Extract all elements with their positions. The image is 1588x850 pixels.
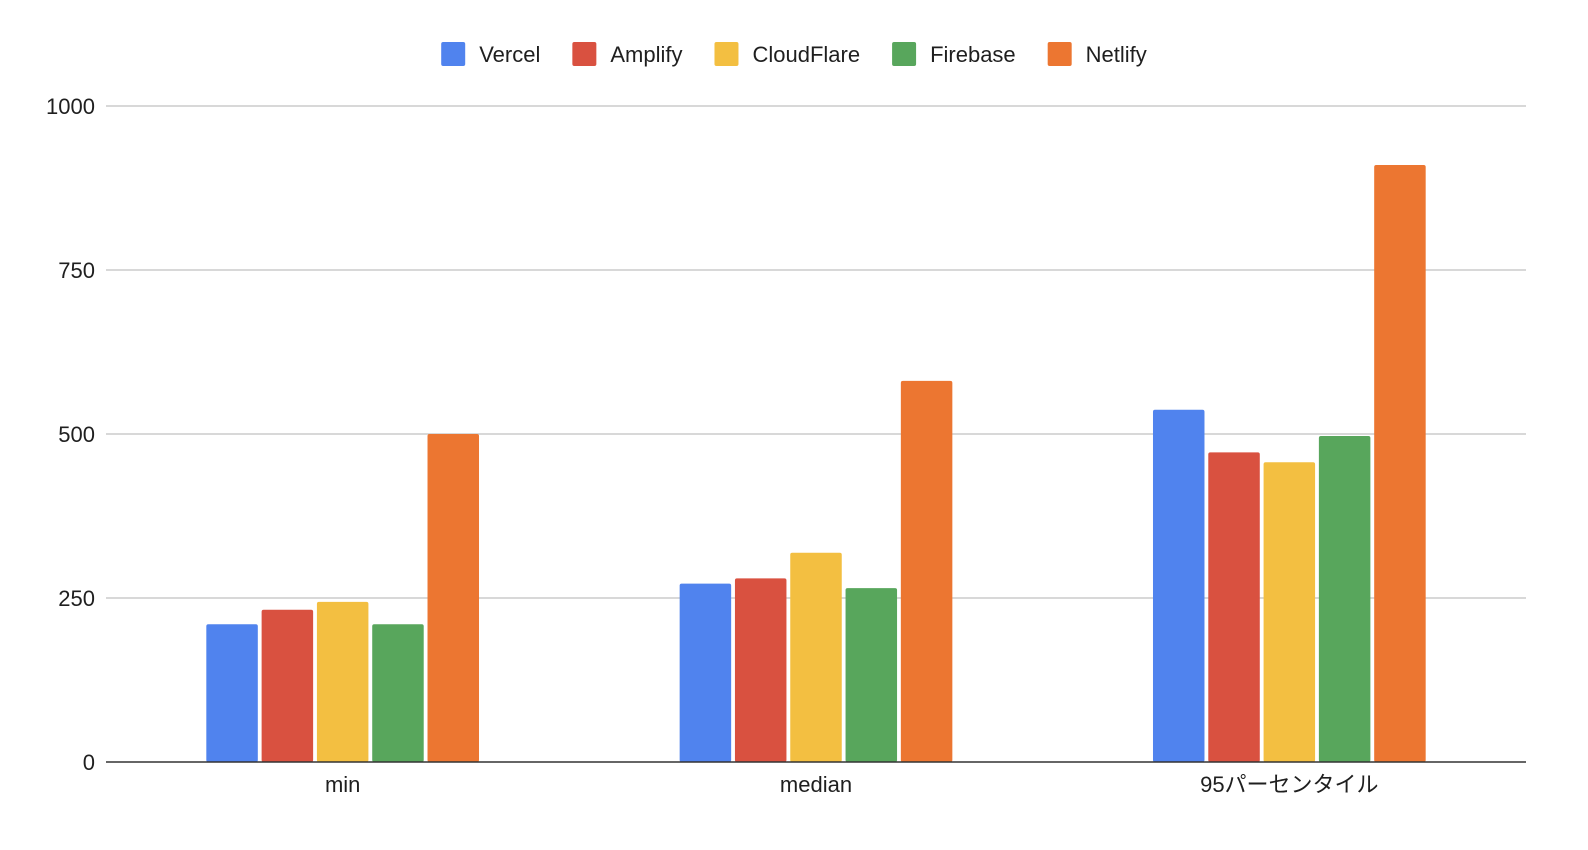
- bar-firebase-0: [372, 624, 424, 762]
- legend-label: Netlify: [1086, 42, 1147, 67]
- legend-swatch: [1047, 42, 1072, 66]
- y-tick-label: 1000: [46, 94, 95, 119]
- bar-amplify-2: [1208, 452, 1260, 762]
- legend: Vercel Amplify CloudFlare Firebase Netlify: [441, 42, 1147, 67]
- bar-netlify-0: [427, 434, 480, 762]
- bar-netlify-1: [900, 380, 953, 762]
- bar-cloudflare-2: [1263, 462, 1316, 762]
- legend-label: Vercel: [479, 42, 540, 67]
- legend-item-netlify: Netlify: [1047, 42, 1147, 67]
- legend-swatch: [892, 42, 917, 66]
- bar-amplify-1: [734, 578, 787, 762]
- legend-swatch: [572, 42, 597, 66]
- bar-vercel-0: [206, 624, 258, 762]
- y-tick-label: 0: [83, 750, 95, 775]
- x-category-label: 95パーセンタイル: [1200, 772, 1378, 797]
- y-tick-label: 750: [58, 258, 95, 283]
- bars: [206, 165, 1426, 763]
- bar-firebase-1: [845, 588, 898, 762]
- bar-cloudflare-0: [316, 601, 369, 762]
- bar-vercel-2: [1152, 409, 1205, 762]
- y-tick-label: 500: [58, 422, 95, 447]
- bar-firebase-2: [1318, 435, 1371, 762]
- bar-cloudflare-1: [790, 552, 842, 762]
- legend-label: Amplify: [610, 42, 682, 67]
- legend-item-vercel: Vercel: [441, 42, 540, 67]
- y-axis-tick-labels: 0 250 500 750 1000: [46, 94, 95, 775]
- y-tick-label: 250: [58, 586, 95, 611]
- legend-label: CloudFlare: [752, 42, 860, 67]
- legend-label: Firebase: [930, 42, 1016, 67]
- legend-item-firebase: Firebase: [892, 42, 1016, 67]
- bar-vercel-1: [679, 583, 732, 762]
- bar-netlify-2: [1374, 165, 1426, 763]
- legend-item-cloudflare: CloudFlare: [714, 42, 860, 67]
- bar-amplify-0: [261, 609, 314, 762]
- legend-swatch: [441, 42, 466, 66]
- legend-item-amplify: Amplify: [572, 42, 682, 67]
- x-axis-category-labels: min median 95パーセンタイル: [325, 772, 1379, 797]
- x-category-label: median: [780, 772, 852, 797]
- x-category-label: min: [325, 772, 360, 797]
- legend-swatch: [714, 42, 739, 66]
